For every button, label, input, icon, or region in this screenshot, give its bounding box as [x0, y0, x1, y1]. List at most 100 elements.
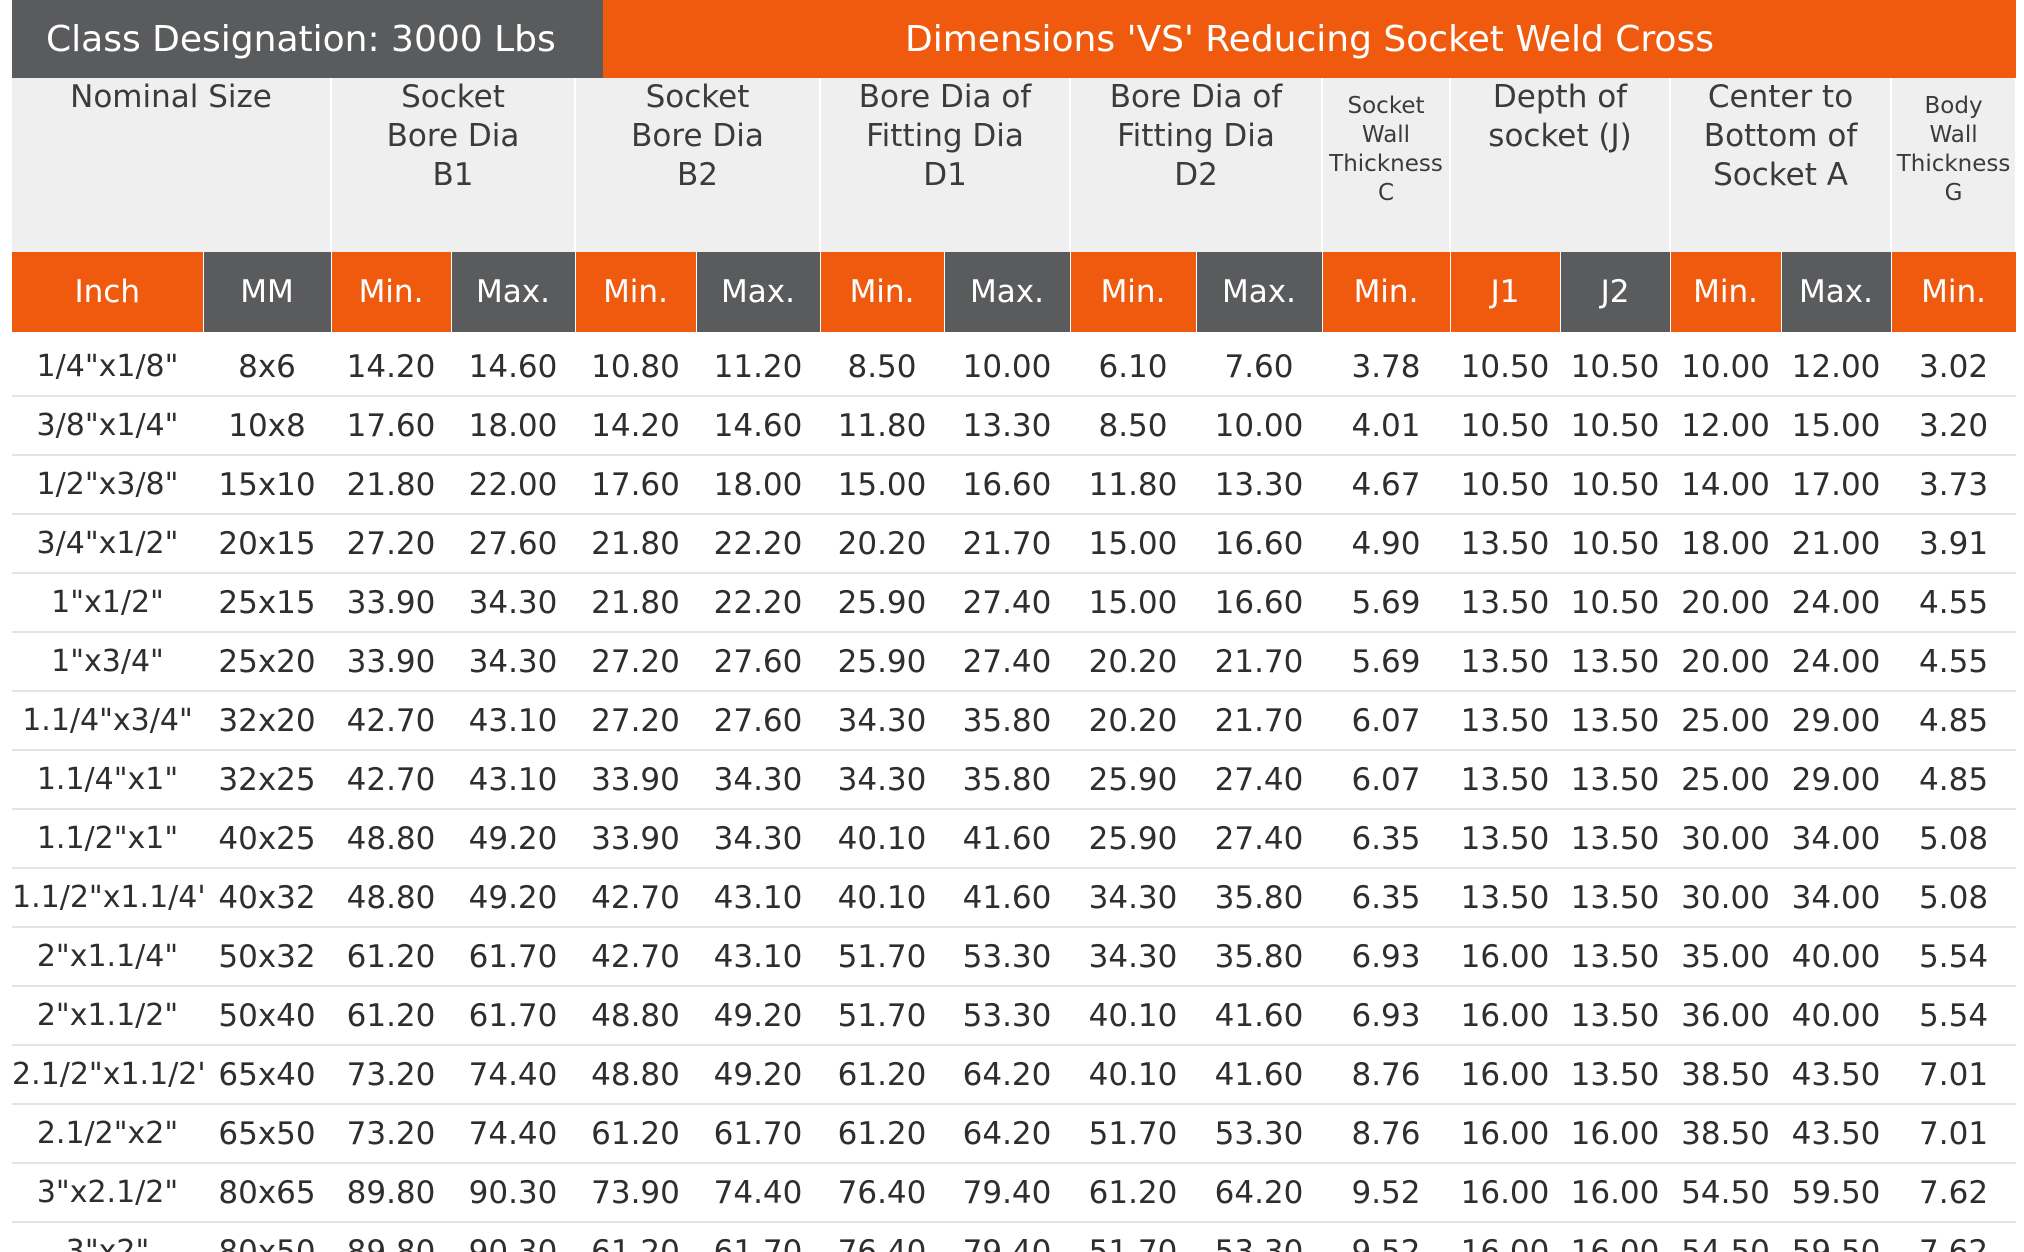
table-cell: 13.50 [1560, 632, 1671, 692]
cell-nominal-mm: 40x25 [203, 809, 331, 869]
cell-nominal-inch: 1"x3/4" [12, 632, 203, 692]
table-cell: 10.00 [1196, 396, 1322, 456]
header-line: Socket [645, 79, 750, 115]
header-line: Bottom of [1703, 118, 1858, 154]
table-cell: 59.50 [1781, 1222, 1892, 1252]
table-cell: 15.00 [1070, 514, 1196, 574]
header-line: Center to [1707, 79, 1854, 115]
header-depth-of-socket: Depth of socket (J) [1450, 78, 1672, 252]
table-cell: 25.90 [1070, 809, 1196, 869]
table-cell: 41.60 [1196, 1045, 1322, 1105]
table-cell: 64.20 [944, 1104, 1070, 1164]
cell-nominal-mm: 50x32 [203, 927, 331, 987]
table-cell: 73.20 [331, 1045, 451, 1105]
table-cell: 15.00 [820, 455, 944, 515]
table-cell: 48.80 [331, 868, 451, 928]
table-cell: 13.50 [1560, 986, 1671, 1046]
cell-nominal-inch: 2.1/2"x2" [12, 1104, 203, 1164]
table-cell: 59.50 [1781, 1163, 1892, 1223]
table-cell: 61.70 [451, 927, 575, 987]
cell-nominal-inch: 2"x1.1/2" [12, 986, 203, 1046]
table-row: 3"x2.1/2" 80x65 89.80 90.30 73.90 74.40 76.40 7… [12, 1163, 2017, 1223]
table-cell: 51.70 [820, 986, 944, 1046]
table-cell: 10.50 [1560, 514, 1671, 574]
table-cell: 25.90 [820, 632, 944, 692]
table-cell: 17.60 [331, 396, 451, 456]
class-designation-title: Class Designation: 3000 Lbs [12, 0, 603, 78]
table-cell: 61.20 [575, 1222, 696, 1252]
table-cell: 14.20 [331, 338, 451, 397]
table-cell: 7.01 [1891, 1045, 2017, 1105]
table-cell: 43.10 [696, 927, 820, 987]
table-cell: 13.50 [1450, 750, 1560, 810]
header-body-wall-thickness: Body Wall Thickness G [1891, 78, 2018, 252]
header-line: Fitting Dia [866, 118, 1024, 154]
table-cell: 8.50 [820, 338, 944, 397]
cell-nominal-inch: 3"x2" [12, 1222, 203, 1252]
table-cell: 61.20 [1070, 1163, 1196, 1223]
table-cell: 25.00 [1670, 691, 1782, 751]
table-cell: 12.00 [1781, 338, 1892, 397]
table-cell: 79.40 [944, 1222, 1070, 1252]
table-cell: 5.54 [1891, 927, 2017, 987]
cell-nominal-mm: 80x65 [203, 1163, 331, 1223]
table-cell: 9.52 [1322, 1163, 1450, 1223]
table-cell: 40.10 [1070, 986, 1196, 1046]
table-cell: 33.90 [331, 573, 451, 633]
table-cell: 10.50 [1450, 338, 1560, 397]
table-cell: 27.40 [944, 632, 1070, 692]
table-cell: 13.50 [1450, 691, 1560, 751]
header-line: Socket [1347, 93, 1425, 119]
cell-nominal-inch: 1/2"x3/8" [12, 455, 203, 515]
table-cell: 48.80 [575, 986, 696, 1046]
table-cell: 24.00 [1781, 573, 1892, 633]
table-cell: 27.20 [331, 514, 451, 574]
sub-header-d2-max: Max. [1196, 252, 1323, 332]
cell-nominal-mm: 32x20 [203, 691, 331, 751]
sub-header-row: Inch MM Min. Max. Min. Max. Min. Max. Mi… [12, 252, 2017, 332]
table-row: 1/2"x3/8" 15x10 21.80 22.00 17.60 18.00 15.00 1… [12, 455, 2017, 515]
table-cell: 10.50 [1560, 338, 1671, 397]
table-cell: 64.20 [944, 1045, 1070, 1105]
header-spacer [12, 332, 2017, 338]
table-cell: 25.00 [1670, 750, 1782, 810]
title-bar: Class Designation: 3000 Lbs Dimensions '… [12, 0, 2016, 78]
table-cell: 16.00 [1560, 1163, 1671, 1223]
table-cell: 16.00 [1450, 1222, 1560, 1252]
table-cell: 10.50 [1560, 455, 1671, 515]
table-cell: 27.60 [451, 514, 575, 574]
table-cell: 20.00 [1670, 632, 1782, 692]
table-body: 1/4"x1/8" 8x6 14.20 14.60 10.80 11.20 8.50 10.0… [12, 338, 2017, 1252]
table-cell: 6.10 [1070, 338, 1196, 397]
table-cell: 6.35 [1322, 809, 1450, 869]
cell-nominal-inch: 3/4"x1/2" [12, 514, 203, 574]
table-cell: 40.10 [1070, 1045, 1196, 1105]
table-cell: 14.00 [1670, 455, 1782, 515]
sub-header-a-min: Min. [1670, 252, 1782, 332]
table-cell: 10.00 [1670, 338, 1782, 397]
table-cell: 3.02 [1891, 338, 2017, 397]
table-cell: 27.60 [696, 632, 820, 692]
table-cell: 5.54 [1891, 986, 2017, 1046]
table-cell: 34.30 [820, 750, 944, 810]
table-cell: 53.30 [1196, 1222, 1322, 1252]
table-cell: 43.10 [451, 750, 575, 810]
cell-nominal-inch: 2.1/2"x1.1/2" [12, 1045, 203, 1105]
table-cell: 53.30 [944, 927, 1070, 987]
table-cell: 6.93 [1322, 986, 1450, 1046]
table-cell: 41.60 [944, 868, 1070, 928]
header-line: D1 [923, 157, 967, 193]
table-cell: 34.30 [696, 750, 820, 810]
table-cell: 73.20 [331, 1104, 451, 1164]
header-line: D2 [1174, 157, 1218, 193]
table-cell: 4.85 [1891, 691, 2017, 751]
sub-header-j1: J1 [1450, 252, 1561, 332]
table-cell: 34.30 [1070, 868, 1196, 928]
cell-nominal-mm: 25x20 [203, 632, 331, 692]
cell-nominal-mm: 15x10 [203, 455, 331, 515]
table-cell: 5.69 [1322, 573, 1450, 633]
table-cell: 27.60 [696, 691, 820, 751]
cell-nominal-inch: 3/8"x1/4" [12, 396, 203, 456]
table-cell: 3.73 [1891, 455, 2017, 515]
header-line: Socket A [1713, 157, 1848, 193]
